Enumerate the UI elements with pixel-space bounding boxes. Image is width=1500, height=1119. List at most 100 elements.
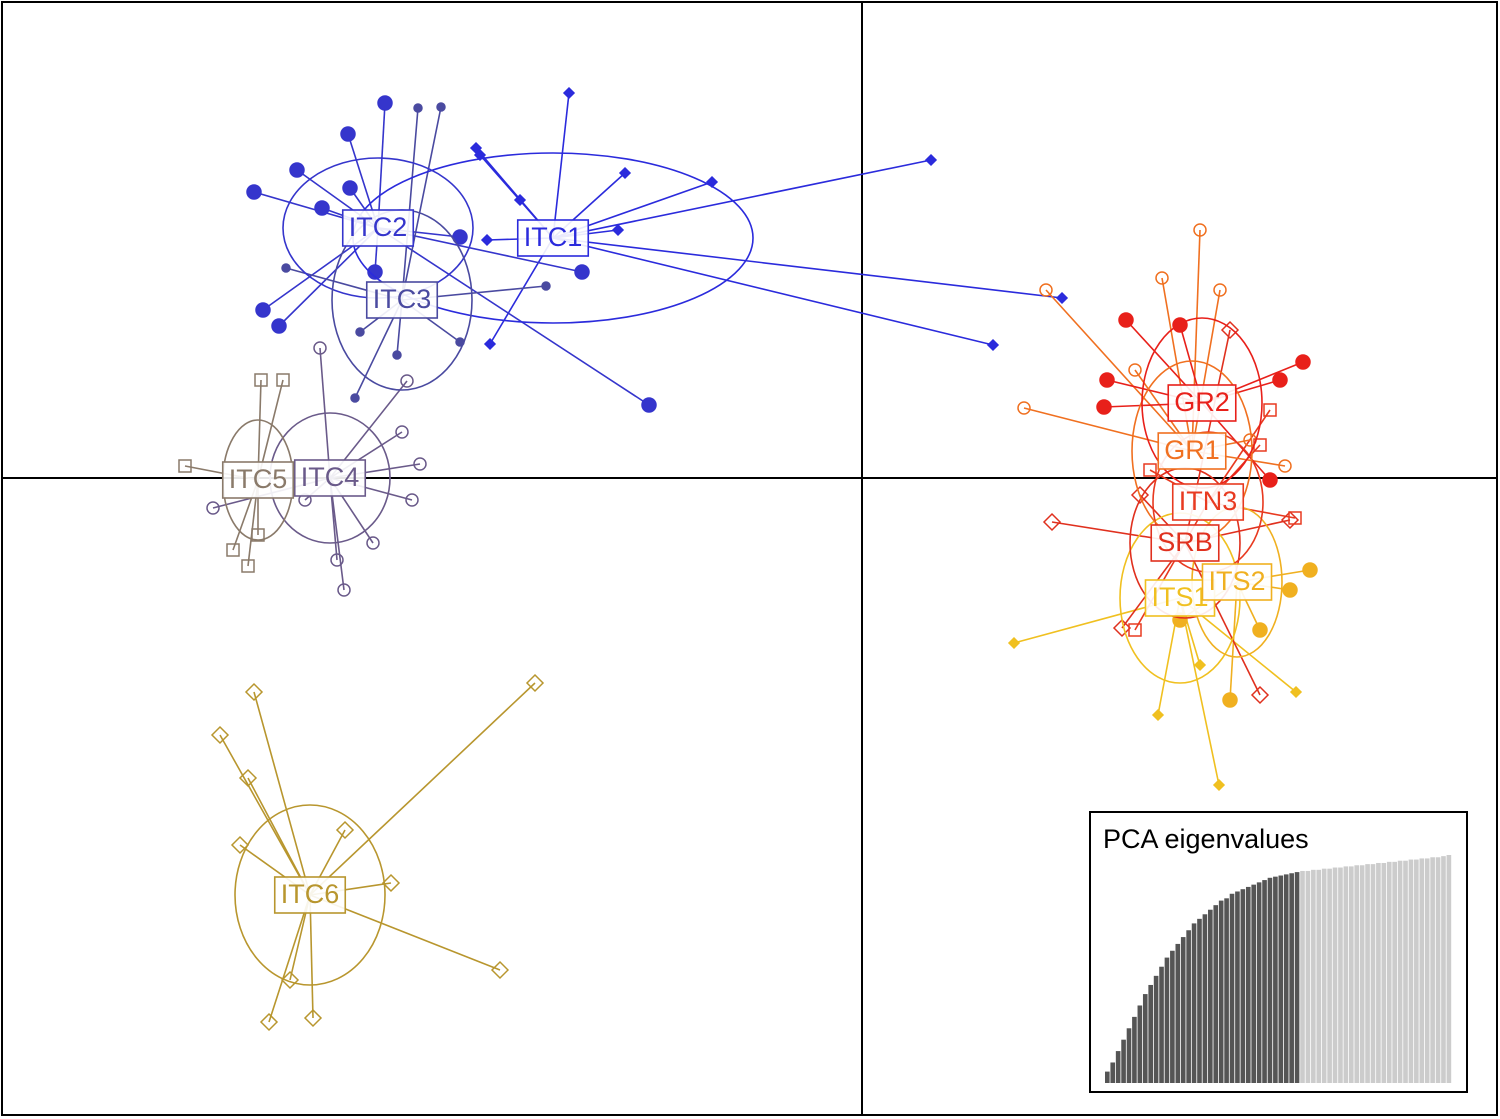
point <box>241 559 255 573</box>
point <box>1220 320 1240 340</box>
eigen-bar <box>1153 975 1159 1083</box>
point <box>413 457 427 471</box>
point <box>335 820 355 840</box>
eigen-bar <box>1278 875 1284 1083</box>
eigen-bar <box>1213 905 1219 1083</box>
group-label: ITC5 <box>229 464 288 494</box>
star-line <box>552 237 994 346</box>
group-label: ITN3 <box>1179 486 1238 516</box>
eigen-bar <box>1321 868 1327 1083</box>
label-box <box>1201 563 1273 601</box>
label-box <box>1150 524 1220 562</box>
point <box>1295 354 1311 370</box>
star-line <box>253 691 311 896</box>
group-label: ITC2 <box>349 212 408 242</box>
point <box>313 341 327 355</box>
eigen-bar <box>1235 891 1240 1083</box>
point <box>1151 708 1165 722</box>
point <box>1143 463 1157 477</box>
point <box>392 350 402 360</box>
eigen-bar <box>1240 889 1246 1083</box>
point <box>405 493 419 507</box>
inset-title: PCA eigenvalues <box>1103 824 1309 854</box>
point <box>513 193 527 207</box>
point <box>366 536 380 550</box>
point <box>1128 623 1142 637</box>
point <box>1039 283 1053 297</box>
eigen-bar <box>1208 909 1213 1083</box>
eigen-bar <box>1137 1005 1143 1083</box>
eigen-bar <box>1202 914 1208 1083</box>
label-box <box>1167 384 1237 422</box>
eigen-bar <box>1359 865 1365 1083</box>
eigen-bar <box>1262 880 1267 1083</box>
label-box <box>273 876 347 914</box>
point <box>330 553 344 567</box>
star-line <box>552 92 570 239</box>
point <box>473 148 487 162</box>
eigen-bar <box>1170 950 1175 1083</box>
point <box>641 397 657 413</box>
point <box>611 223 625 237</box>
point <box>490 960 510 980</box>
eigen-bar <box>1283 874 1289 1083</box>
point <box>1128 363 1142 377</box>
star-line <box>552 159 932 239</box>
point <box>1193 658 1207 672</box>
point <box>1172 317 1188 333</box>
star-line <box>377 227 650 406</box>
point <box>1096 399 1112 415</box>
eigen-bar <box>1159 966 1164 1083</box>
eigen-bar <box>1376 862 1381 1083</box>
label-box <box>1171 483 1245 521</box>
eigen-bar <box>1332 867 1338 1083</box>
point <box>1118 312 1134 328</box>
point <box>1193 223 1207 237</box>
eigen-bar <box>1245 886 1251 1083</box>
eigen-bar <box>1229 893 1235 1083</box>
point <box>271 318 287 334</box>
eigen-bar <box>1148 984 1153 1083</box>
point <box>562 86 576 100</box>
point <box>1252 622 1268 638</box>
star-line <box>309 682 536 896</box>
star-line <box>247 777 311 896</box>
eigen-bar <box>1343 866 1349 1083</box>
point <box>1213 283 1227 297</box>
group-label: ITC3 <box>373 284 432 314</box>
eigen-bar <box>1180 937 1186 1083</box>
eigen-bar <box>1289 873 1294 1083</box>
eigen-bar <box>1348 866 1354 1083</box>
point <box>1212 778 1226 792</box>
point <box>251 528 265 542</box>
eigen-bar <box>1175 943 1181 1083</box>
eigen-bar <box>1132 1016 1137 1083</box>
point <box>226 543 240 557</box>
point <box>395 425 409 439</box>
eigen-bar <box>1142 994 1148 1083</box>
star-line <box>1045 289 1193 452</box>
eigen-bar <box>1267 877 1273 1083</box>
point <box>1280 510 1300 530</box>
point <box>303 1008 323 1028</box>
eigen-bar <box>1338 867 1343 1083</box>
star-line <box>268 894 311 1023</box>
point <box>314 200 330 216</box>
star-line <box>401 106 442 301</box>
point <box>1272 372 1288 388</box>
point <box>276 373 290 387</box>
label-box <box>1157 432 1227 470</box>
eigen-bar <box>1408 859 1414 1083</box>
eigen-bar <box>1365 864 1370 1083</box>
point <box>400 374 414 388</box>
eigen-bar <box>1300 870 1305 1083</box>
point <box>206 501 220 515</box>
group-ellipse <box>234 804 386 986</box>
point <box>1282 582 1298 598</box>
point <box>452 229 468 245</box>
star-line <box>401 107 419 301</box>
star-line <box>552 237 1063 299</box>
eigen-bar <box>1256 882 1262 1083</box>
point <box>355 327 365 337</box>
